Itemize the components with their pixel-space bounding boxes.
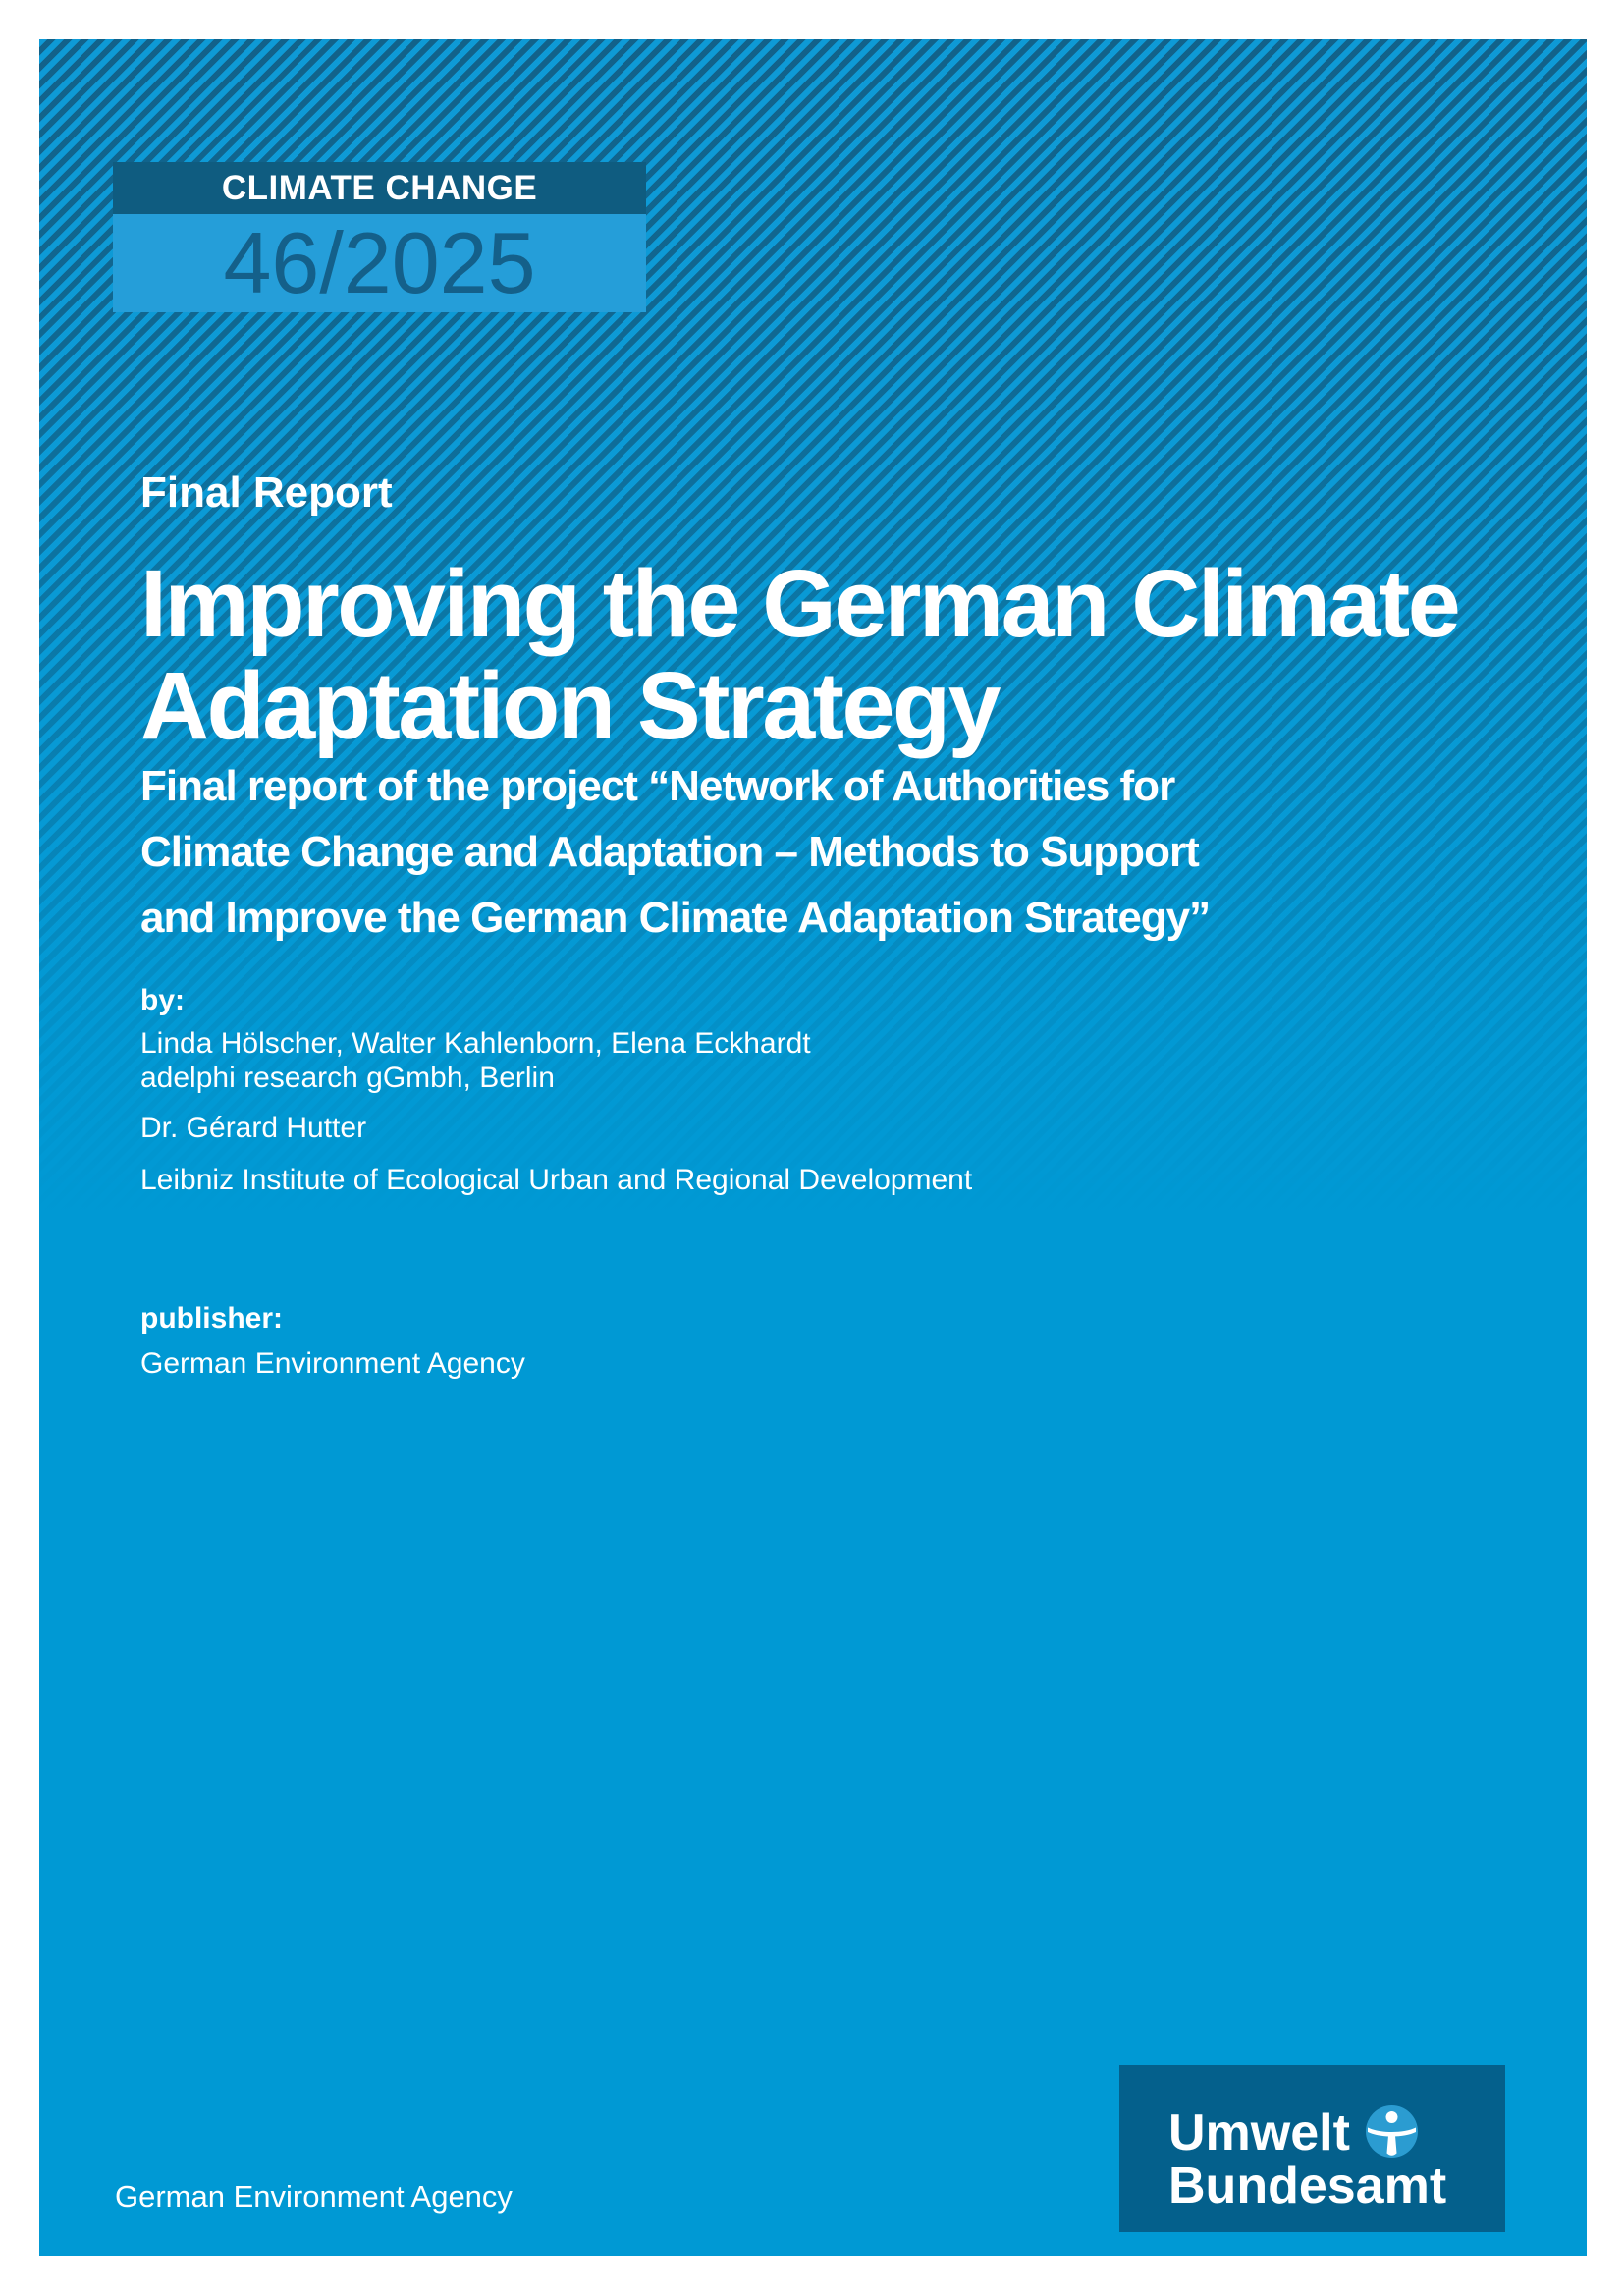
report-title: Improving the German Climate Adaptation … [140,550,1461,759]
logo-line-1: Umwelt [1168,2105,1505,2161]
author-group-adelphi: Linda Hölscher, Walter Kahlenborn, Elena… [140,1026,811,1095]
byline-label: by: [140,984,185,1016]
series-label: CLIMATE CHANGE [221,168,538,207]
report-title-line-1: Improving the German Climate [140,550,1461,657]
publisher-label: publisher: [140,1302,284,1335]
author-institute: Leibniz Institute of Ecological Urban an… [140,1164,973,1196]
series-label-box: CLIMATE CHANGE [113,162,646,214]
report-title-line-2: Adaptation Strategy [140,652,1001,759]
footer-agency-name: German Environment Agency [115,2179,513,2214]
issue-number-box: 46/2025 [113,214,646,312]
publisher-name: German Environment Agency [140,1347,525,1380]
issue-number: 46/2025 [223,214,536,311]
person-arms-outstretched-icon [1365,2105,1418,2158]
logo-word-bundesamt: Bundesamt [1168,2158,1447,2214]
author-names: Linda Hölscher, Walter Kahlenborn, Elena… [140,1027,811,1060]
report-subtitle: Final report of the project “Network of … [140,753,1211,951]
logo-word-umwelt: Umwelt [1168,2105,1350,2161]
umweltbundesamt-logo: Umwelt Bundesamt [1119,2065,1505,2232]
report-subtitle-line-1: Final report of the project “Network of … [140,762,1175,810]
report-type-heading: Final Report [140,468,393,517]
cover-background: CLIMATE CHANGE 46/2025 Final Report Impr… [39,39,1587,2256]
author-name-hutter: Dr. Gérard Hutter [140,1112,367,1144]
report-subtitle-line-3: and Improve the German Climate Adaptatio… [140,894,1211,942]
report-subtitle-line-2: Climate Change and Adaptation – Methods … [140,828,1200,876]
author-affiliation: adelphi research gGmbh, Berlin [140,1062,555,1094]
